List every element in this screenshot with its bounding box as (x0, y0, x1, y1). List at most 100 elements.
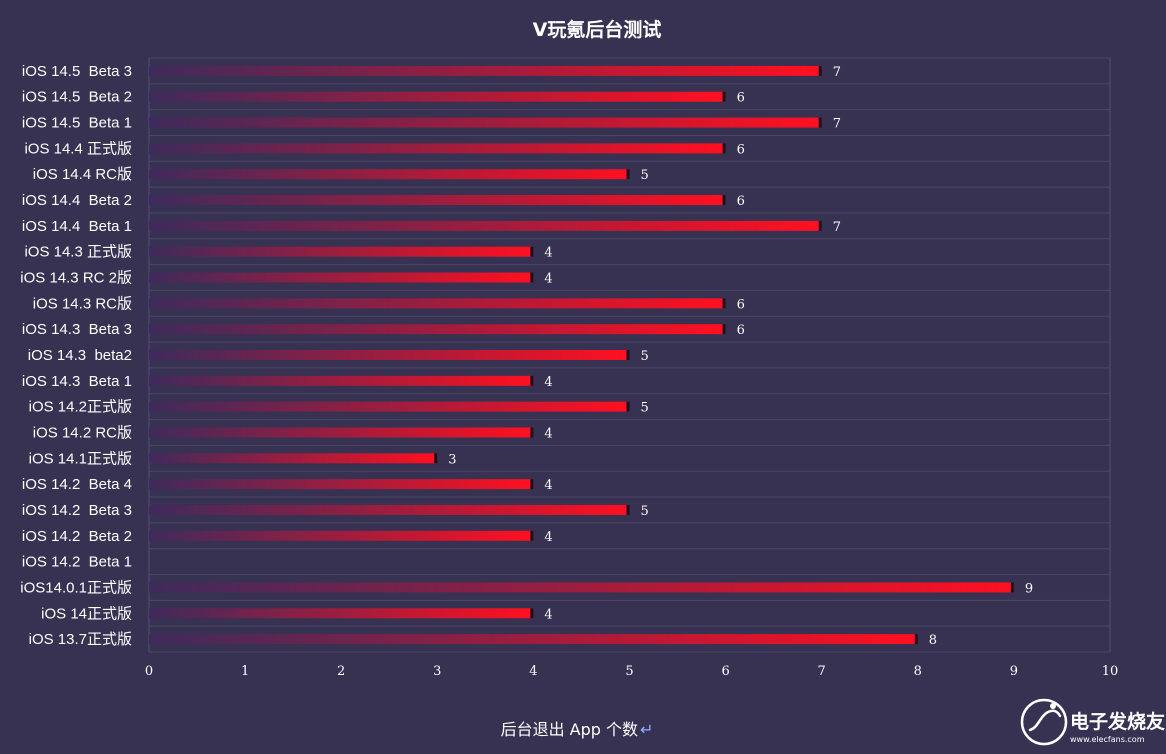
data-label: 4 (544, 530, 552, 545)
bar (149, 195, 726, 206)
x-tick-label: 2 (337, 664, 345, 679)
x-tick-label: 5 (625, 664, 633, 679)
data-label: 9 (1025, 581, 1033, 596)
data-label: 7 (833, 65, 841, 80)
data-label: 3 (448, 452, 456, 467)
data-label: 6 (737, 323, 745, 338)
bar-end-cap (818, 65, 822, 76)
x-tick-label: 6 (721, 664, 729, 679)
bar-end-cap (626, 169, 630, 180)
category-label: iOS 14.5 Beta 2 (22, 89, 132, 106)
x-tick-labels: 0 1 2 3 4 5 6 7 8 9 10 (145, 664, 1118, 679)
bar-end-cap (722, 298, 726, 309)
bar-end-cap (626, 350, 630, 360)
x-tick-label: 9 (1010, 664, 1018, 679)
bar-end-cap (914, 634, 918, 645)
bar-end-cap (434, 453, 438, 464)
bar (149, 246, 534, 257)
bar (149, 298, 726, 309)
category-label: iOS 14.2 Beta 2 (22, 528, 132, 545)
data-label: 7 (833, 220, 841, 235)
bar (149, 169, 630, 180)
bar (149, 220, 822, 231)
bar-end-cap (530, 608, 534, 619)
data-label: 6 (737, 142, 745, 157)
bar (149, 117, 822, 128)
category-label: iOS 14.5 Beta 3 (22, 63, 132, 80)
data-label: 5 (641, 401, 649, 416)
bar (149, 582, 1014, 593)
x-axis-label: 后台退出 App 个数 ↵ (501, 720, 654, 739)
category-label: iOS14.0.1正式版 (20, 579, 132, 596)
category-label: iOS 14正式版 (41, 605, 132, 622)
category-label: iOS 14.4 正式版 (24, 140, 132, 157)
bar (149, 324, 726, 335)
bar-end-cap (530, 272, 534, 283)
category-label: iOS 14.1正式版 (29, 450, 132, 467)
bar (149, 375, 534, 386)
bar-end-cap (818, 117, 822, 128)
data-label: 4 (544, 426, 552, 441)
category-labels: iOS 14.5 Beta 3 iOS 14.5 Beta 2 iOS 14.5 B… (20, 63, 132, 648)
bar (149, 65, 822, 76)
category-label: iOS 14.3 RC版 (33, 295, 132, 312)
data-label: 7 (833, 117, 841, 132)
category-label: iOS 14.2 Beta 1 (22, 554, 132, 571)
data-labels: 7 6 7 6 5 6 7 4 4 6 6 5 4 5 4 3 4 5 4 9 4 8 (448, 65, 1033, 648)
bar (149, 453, 438, 464)
data-label: 4 (544, 607, 552, 622)
bar (149, 401, 630, 412)
category-label: iOS 14.3 beta2 (28, 347, 132, 364)
bar-end-cap (722, 91, 726, 102)
category-label: iOS 14.3 正式版 (24, 244, 132, 261)
x-tick-label: 10 (1102, 664, 1119, 679)
bar (149, 608, 534, 619)
data-label: 5 (641, 168, 649, 183)
bar-end-cap (722, 195, 726, 206)
bar-end-cap (530, 479, 534, 490)
logo-url: www.elecfans.com (1070, 735, 1145, 744)
bar (149, 91, 726, 102)
x-tick-label: 7 (818, 664, 826, 679)
category-label: iOS 14.5 Beta 1 (22, 115, 132, 132)
x-tick-label: 0 (145, 664, 153, 679)
category-label: iOS 14.4 RC版 (33, 166, 132, 183)
bar-end-cap (530, 246, 534, 257)
bar-end-cap (530, 427, 534, 438)
category-label: iOS 13.7正式版 (29, 631, 132, 648)
category-label: iOS 14.2 RC版 (33, 424, 132, 441)
elecfans-logo-icon (1020, 698, 1068, 746)
category-label: iOS 14.4 Beta 1 (22, 218, 132, 235)
bar (149, 504, 630, 515)
chart-title: V玩氪后台测试 (533, 18, 662, 41)
x-tick-label: 8 (914, 664, 922, 679)
data-label: 6 (737, 194, 745, 209)
bar (149, 143, 726, 154)
category-label: iOS 14.3 Beta 1 (22, 373, 132, 390)
bar (149, 634, 918, 645)
bar-end-cap (530, 530, 534, 541)
data-label: 6 (737, 297, 745, 312)
watermark-logo: 电子发烧友 www.elecfans.com (1020, 698, 1165, 746)
bar-end-cap (626, 504, 630, 515)
x-tick-label: 4 (529, 664, 537, 679)
category-label: iOS 14.2 Beta 4 (22, 476, 132, 493)
category-label: iOS 14.2 Beta 3 (22, 502, 132, 519)
bar-end-cap (1010, 582, 1014, 593)
x-tick-label: 3 (433, 664, 441, 679)
data-label: 8 (929, 633, 937, 648)
data-label: 4 (544, 375, 552, 390)
data-label: 4 (544, 272, 552, 287)
bar (149, 427, 534, 438)
bar-end-cap (722, 324, 726, 335)
bar-end-cap (626, 401, 630, 412)
bar (149, 350, 630, 360)
bar (149, 479, 534, 490)
data-label: 5 (641, 349, 649, 364)
data-label: 4 (544, 478, 552, 493)
category-label: iOS 14.3 Beta 3 (22, 321, 132, 338)
category-label: iOS 14.3 RC 2版 (20, 270, 132, 287)
bar (149, 530, 534, 541)
bar-end-cap (530, 375, 534, 386)
